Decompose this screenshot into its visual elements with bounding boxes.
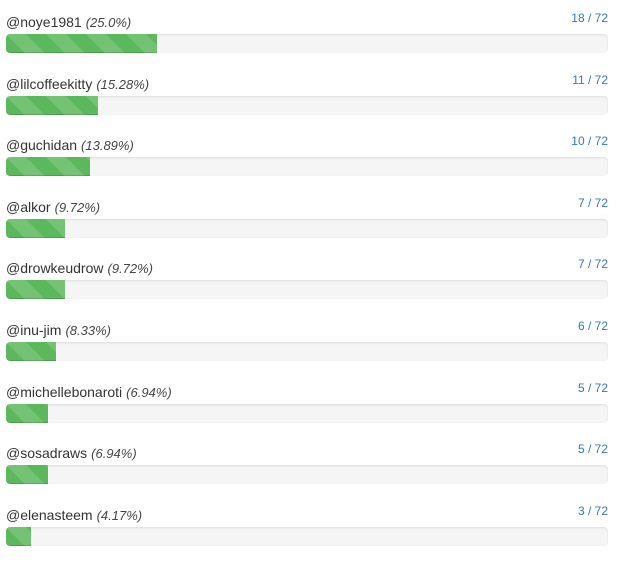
progress-fill xyxy=(6,465,48,484)
progress-track xyxy=(6,219,608,238)
voter-row: @lilcoffeekitty (15.28%) 11 / 72 xyxy=(6,73,608,123)
progress-track xyxy=(6,404,608,423)
voter-label: @inu-jim (8.33%) xyxy=(6,321,111,340)
progress-fill xyxy=(6,527,32,546)
vote-count: 18 / 72 xyxy=(571,11,608,25)
vote-count: 10 / 72 xyxy=(571,134,608,148)
vote-count: 3 / 72 xyxy=(577,504,608,518)
voter-label: @elenasteem (4.17%) xyxy=(6,506,142,525)
voter-label: @michellebonaroti (6.94%) xyxy=(6,383,172,402)
voter-percent: (6.94%) xyxy=(126,385,172,400)
vote-count: 11 / 72 xyxy=(572,73,608,87)
progress-track xyxy=(6,96,608,115)
voter-percent: (6.94%) xyxy=(91,446,137,461)
progress-track xyxy=(6,280,608,299)
voter-percent: (9.72%) xyxy=(54,200,101,215)
progress-fill xyxy=(6,34,157,53)
vote-count: 5 / 72 xyxy=(577,381,608,395)
progress-fill xyxy=(6,342,57,361)
progress-track xyxy=(6,157,608,176)
voter-percent: (9.72%) xyxy=(107,261,154,276)
voter-label: @noye1981 (25.0%) xyxy=(6,13,131,32)
voter-label: @drowkeudrow (9.72%) xyxy=(6,259,153,278)
progress-fill xyxy=(6,280,65,299)
voter-percent: (8.33%) xyxy=(65,323,111,338)
progress-fill xyxy=(6,404,48,423)
voter-percent: (4.17%) xyxy=(96,508,143,523)
progress-fill xyxy=(6,219,65,238)
vote-count: 7 / 72 xyxy=(577,257,608,271)
voter-username: @elenasteem xyxy=(6,507,93,523)
voter-row: @alkor (9.72%) 7 / 72 xyxy=(6,196,608,246)
voter-label: @sosadraws (6.94%) xyxy=(6,444,137,463)
progress-track xyxy=(6,34,608,53)
voter-username: @guchidan xyxy=(6,137,78,153)
voter-label: @alkor (9.72%) xyxy=(6,198,100,217)
voter-username: @inu-jim xyxy=(6,322,62,338)
voter-username: @lilcoffeekitty xyxy=(6,76,93,92)
voter-row: @drowkeudrow (9.72%) 7 / 72 xyxy=(6,257,608,307)
voter-row: @inu-jim (8.33%) 6 / 72 xyxy=(6,319,608,369)
vote-count: 7 / 72 xyxy=(577,196,608,210)
voter-percent: (25.0%) xyxy=(85,15,132,30)
voter-percent: (13.89%) xyxy=(81,138,134,153)
voter-username: @drowkeudrow xyxy=(6,260,104,276)
voter-username: @alkor xyxy=(6,199,51,215)
progress-track xyxy=(6,527,608,546)
voter-label: @lilcoffeekitty (15.28%) xyxy=(6,75,149,94)
voter-username: @sosadraws xyxy=(6,445,88,461)
progress-fill xyxy=(6,157,90,176)
progress-fill xyxy=(6,96,98,115)
progress-track xyxy=(6,465,608,484)
voter-label: @guchidan (13.89%) xyxy=(6,136,134,155)
voter-row: @sosadraws (6.94%) 5 / 72 xyxy=(6,442,608,492)
voter-percent: (15.28%) xyxy=(96,77,150,92)
vote-count: 6 / 72 xyxy=(577,319,608,333)
progress-track xyxy=(6,342,608,361)
voter-username: @noye1981 xyxy=(6,14,82,30)
voter-row: @elenasteem (4.17%) 3 / 72 xyxy=(6,504,608,554)
voter-row: @noye1981 (25.0%) 18 / 72 xyxy=(6,11,608,61)
voter-username: @michellebonaroti xyxy=(6,384,123,400)
vote-count: 5 / 72 xyxy=(577,442,608,456)
voter-row: @guchidan (13.89%) 10 / 72 xyxy=(6,134,608,184)
voter-row: @michellebonaroti (6.94%) 5 / 72 xyxy=(6,381,608,431)
